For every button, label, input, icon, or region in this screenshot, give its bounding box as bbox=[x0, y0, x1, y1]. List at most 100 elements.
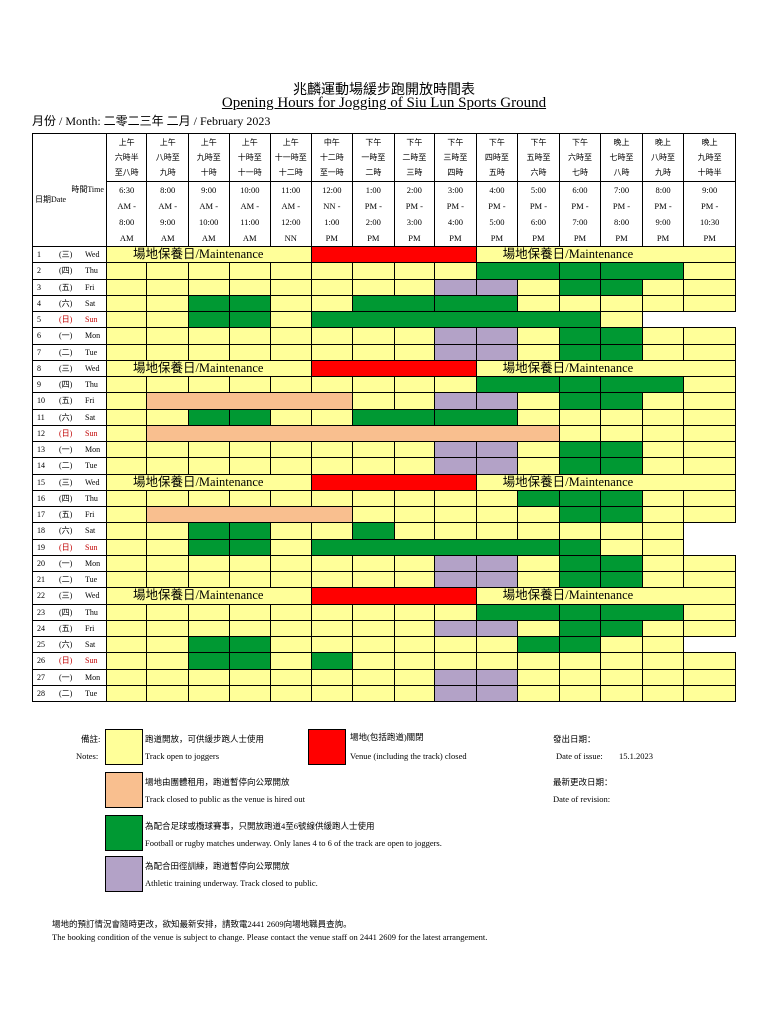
open-slot bbox=[146, 457, 189, 475]
revision-label-zh: 最新更改日期： bbox=[553, 777, 613, 787]
slot-header-en-line: 9:00 bbox=[160, 217, 176, 227]
date-cell: 10 (五) Fri bbox=[32, 392, 107, 410]
slot-header-en-line: PM bbox=[573, 233, 587, 243]
open-slot bbox=[393, 327, 436, 345]
open-slot bbox=[187, 684, 230, 703]
open-slot bbox=[683, 440, 736, 459]
slot-header-en-line: 11:00 bbox=[281, 185, 301, 195]
open-slot bbox=[146, 440, 189, 459]
athletic-slot bbox=[434, 343, 477, 361]
date-cell: 16 (四) Thu bbox=[32, 489, 107, 508]
day-row: 15 (三) Wed 場地保養日/Maintenance 場地保養日/Maintenan… bbox=[32, 473, 737, 491]
open-slot bbox=[517, 652, 560, 670]
open-slot bbox=[105, 408, 148, 426]
open-slot bbox=[228, 570, 272, 589]
open-slot bbox=[146, 668, 189, 686]
slot-header-zh: 下午 四時至 五時 bbox=[475, 133, 519, 182]
legend-closed-swatch bbox=[308, 729, 346, 765]
open-slot bbox=[517, 619, 560, 638]
open-slot bbox=[558, 668, 602, 686]
day-number: 17 bbox=[37, 510, 45, 519]
athletic-slot bbox=[434, 457, 477, 475]
weekday-zh: (六) bbox=[59, 298, 73, 308]
weekday-zh: (三) bbox=[59, 477, 73, 487]
issue-label-zh: 發出日期： bbox=[553, 734, 596, 744]
open-slot bbox=[600, 684, 643, 703]
day-row: 4 (六) Sat bbox=[32, 294, 736, 313]
football-slot bbox=[600, 440, 643, 459]
open-slot bbox=[310, 408, 354, 426]
slot-header-zh-line: 一時至 bbox=[361, 153, 386, 162]
open-slot bbox=[310, 554, 354, 573]
schedule-table: 時間Time 日期Date 上午 六時半 至八時 上午 八時至 九時 上午 九時至 十時 上午 十時至十… bbox=[32, 133, 737, 703]
slot-header-zh-line: 下午 bbox=[571, 138, 588, 147]
slot-header-zh-line: 九時 bbox=[159, 168, 176, 177]
slot-header-en-line: PM bbox=[703, 233, 716, 243]
open-slot bbox=[105, 505, 148, 524]
open-slot bbox=[434, 262, 477, 280]
open-slot bbox=[146, 554, 189, 573]
open-slot bbox=[270, 684, 312, 703]
weekday-en: Tue bbox=[85, 575, 98, 584]
athletic-slot bbox=[475, 668, 519, 686]
legend-closed-zh: 場地(包括跑道)關閉 bbox=[350, 732, 424, 742]
open-slot bbox=[641, 505, 685, 524]
slot-header-en: 8:00 AM - 9:00 AM bbox=[146, 181, 189, 247]
open-slot bbox=[434, 489, 477, 508]
open-slot bbox=[517, 343, 560, 361]
open-slot bbox=[310, 570, 354, 589]
day-number: 21 bbox=[37, 575, 45, 584]
open-slot bbox=[146, 635, 189, 654]
athletic-slot bbox=[475, 684, 519, 703]
football-slot bbox=[187, 408, 230, 426]
open-slot bbox=[105, 538, 148, 556]
slot-header-en-line: PM bbox=[615, 233, 628, 243]
date-label: 日期Date bbox=[35, 195, 67, 204]
athletic-slot bbox=[434, 278, 477, 296]
slot-header-zh: 晚上 七時至 八時 bbox=[600, 133, 643, 182]
day-row: 8 (三) Wed 場地保養日/Maintenance 場地保養日/Maintenanc… bbox=[32, 359, 737, 378]
football-slot bbox=[558, 327, 602, 345]
slot-header-en-line: PM - bbox=[701, 201, 719, 211]
legend-hired-swatch bbox=[105, 772, 143, 808]
open-slot bbox=[352, 440, 395, 459]
open-slot bbox=[393, 668, 436, 686]
slot-header-en-line: 2:00 bbox=[365, 217, 381, 227]
slot-header-en-line: 3:00 bbox=[447, 185, 463, 195]
open-slot bbox=[270, 327, 312, 345]
weekday-zh: (五) bbox=[59, 510, 73, 519]
day-number: 27 bbox=[37, 672, 45, 682]
open-slot bbox=[310, 668, 354, 686]
football-slot bbox=[517, 489, 560, 508]
open-slot bbox=[228, 684, 272, 703]
slot-header-en-line: 12:00 bbox=[322, 185, 342, 195]
slot-header-zh: 下午 一時至 二時 bbox=[352, 133, 395, 182]
open-slot bbox=[105, 310, 148, 329]
open-slot bbox=[393, 684, 436, 703]
slot-header-en-line: PM bbox=[656, 233, 670, 243]
title-english: Opening Hours for Jogging of Siu Lun Spo… bbox=[221, 95, 547, 111]
slot-header-en-line: 6:00 bbox=[572, 185, 588, 195]
open-slot bbox=[517, 684, 560, 703]
notes-label-en: Notes: bbox=[76, 751, 99, 761]
open-slot bbox=[475, 489, 519, 508]
football-slot bbox=[558, 505, 602, 524]
slot-header-zh-line: 十二時 bbox=[278, 168, 303, 177]
open-slot bbox=[105, 440, 148, 459]
slot-header-en-line: 8:00 bbox=[119, 217, 135, 227]
time-label: 時間Time bbox=[71, 185, 104, 194]
maintenance-cell: 場地保養日/Maintenance bbox=[105, 245, 312, 264]
open-slot bbox=[146, 522, 189, 540]
open-slot bbox=[270, 278, 312, 296]
day-number: 26 bbox=[37, 656, 45, 666]
open-slot bbox=[187, 619, 230, 638]
athletic-slot bbox=[434, 392, 477, 410]
slot-header-zh-line: 二時 bbox=[365, 168, 382, 177]
weekday-en: Sun bbox=[85, 315, 98, 324]
weekday-zh: (日) bbox=[59, 315, 73, 324]
open-slot bbox=[270, 489, 312, 508]
open-slot bbox=[352, 635, 395, 654]
maintenance-cell: 場地保養日/Maintenance bbox=[475, 245, 737, 264]
open-slot bbox=[105, 343, 148, 361]
open-slot bbox=[393, 343, 436, 361]
